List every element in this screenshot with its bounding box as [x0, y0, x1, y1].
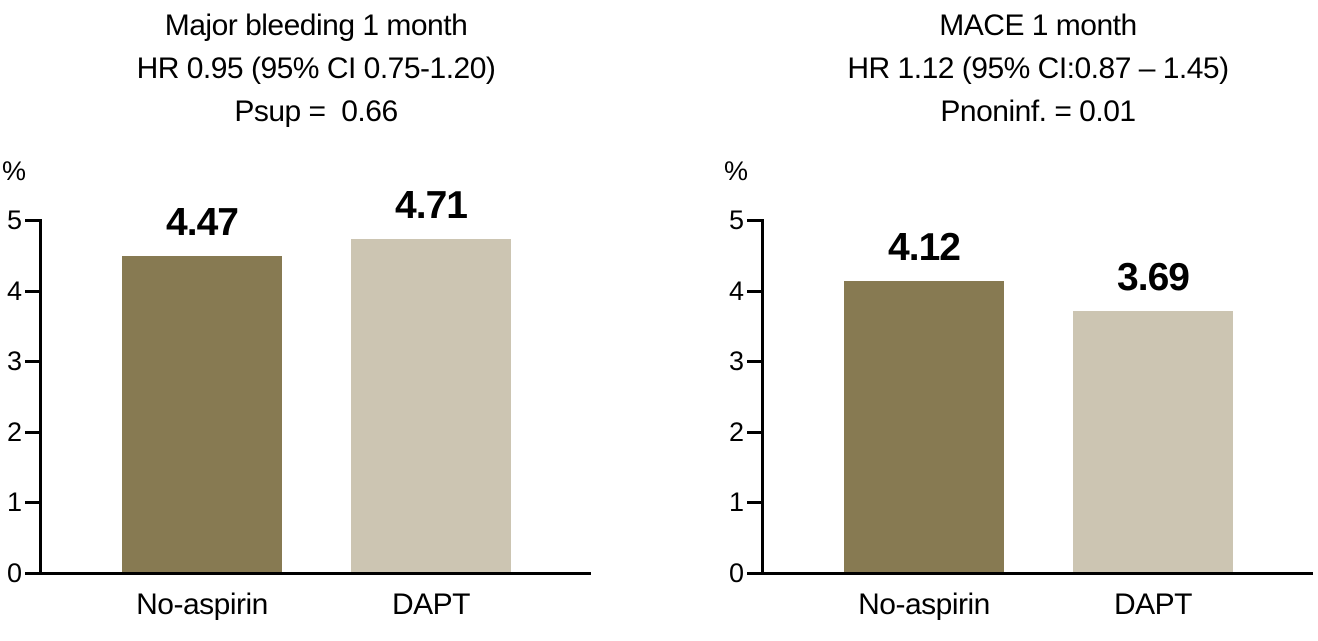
x-axis-category-label: No-aspirin [858, 588, 990, 621]
y-axis-tick [25, 572, 40, 575]
bar-dapt [1073, 311, 1233, 572]
bar-value-label: 3.69 [1117, 256, 1190, 300]
y-axis-tick [25, 219, 40, 222]
x-axis-category-label: DAPT [391, 588, 471, 621]
chart-panel-mace: MACE 1 month HR 1.12 (95% CI:0.87 – 1.45… [722, 0, 1318, 641]
y-axis-tick-label: 4 [728, 275, 744, 306]
plot-area: % 0 1 2 3 4 5 4.12 No-aspirin 3.69 DAPT [722, 0, 1318, 641]
y-axis-tick-label: 4 [6, 275, 22, 306]
y-axis-tick [25, 430, 40, 434]
y-axis-tick [747, 360, 762, 364]
y-axis-tick-label: 2 [728, 416, 744, 447]
bar-no-aspirin [844, 281, 1004, 572]
chart-title: Major bleeding 1 month [164, 9, 468, 42]
chart-panel-major-bleeding: Major bleeding 1 month HR 0.95 (95% CI 0… [0, 0, 596, 641]
chart-title-block: MACE 1 month HR 1.12 (95% CI:0.87 – 1.45… [758, 4, 1318, 133]
y-axis-tick [747, 219, 762, 222]
y-axis-tick-label: 0 [6, 558, 22, 588]
y-axis-unit-label: % [724, 156, 749, 186]
y-axis-tick-label: 2 [6, 416, 22, 447]
chart-subtitle-pvalue: Pnoninf. = 0.01 [940, 95, 1136, 128]
y-axis-tick-label: 5 [6, 205, 22, 235]
y-axis-tick [25, 360, 40, 364]
y-axis-tick [747, 430, 762, 434]
y-axis-line [39, 219, 42, 575]
bar-value-label: 4.71 [395, 184, 468, 228]
y-axis-tick-label: 0 [728, 558, 744, 588]
chart-title: MACE 1 month [939, 9, 1137, 42]
x-axis-line [761, 572, 1313, 575]
y-axis-tick [747, 572, 762, 575]
chart-subtitle-hr: HR 1.12 (95% CI:0.87 – 1.45) [847, 52, 1229, 85]
bar-dapt [351, 239, 511, 572]
x-axis-category-label: No-aspirin [136, 588, 268, 621]
x-axis-category-label: DAPT [1113, 588, 1193, 621]
y-axis-line [761, 219, 764, 575]
y-axis-tick [747, 289, 762, 293]
y-axis-tick [25, 501, 40, 505]
chart-subtitle-hr: HR 0.95 (95% CI 0.75-1.20) [136, 52, 496, 85]
y-axis-tick [25, 289, 40, 293]
y-axis-tick-label: 1 [728, 487, 744, 518]
y-axis-tick-label: 5 [728, 205, 744, 235]
bar-no-aspirin [122, 256, 282, 572]
chart-subtitle-pvalue: Psup = 0.66 [234, 95, 398, 128]
y-axis-tick-label: 1 [6, 487, 22, 518]
y-axis-unit-label: % [2, 156, 27, 186]
plot-area: % 0 1 2 3 4 5 4.47 No-aspirin 4.71 DAPT [0, 0, 596, 641]
y-axis-tick-label: 3 [6, 346, 22, 377]
x-axis-line [39, 572, 591, 575]
chart-title-block: Major bleeding 1 month HR 0.95 (95% CI 0… [36, 4, 596, 133]
bar-value-label: 4.47 [166, 201, 239, 245]
y-axis-tick [747, 501, 762, 505]
bar-value-label: 4.12 [888, 226, 961, 270]
y-axis-tick-label: 3 [728, 346, 744, 377]
